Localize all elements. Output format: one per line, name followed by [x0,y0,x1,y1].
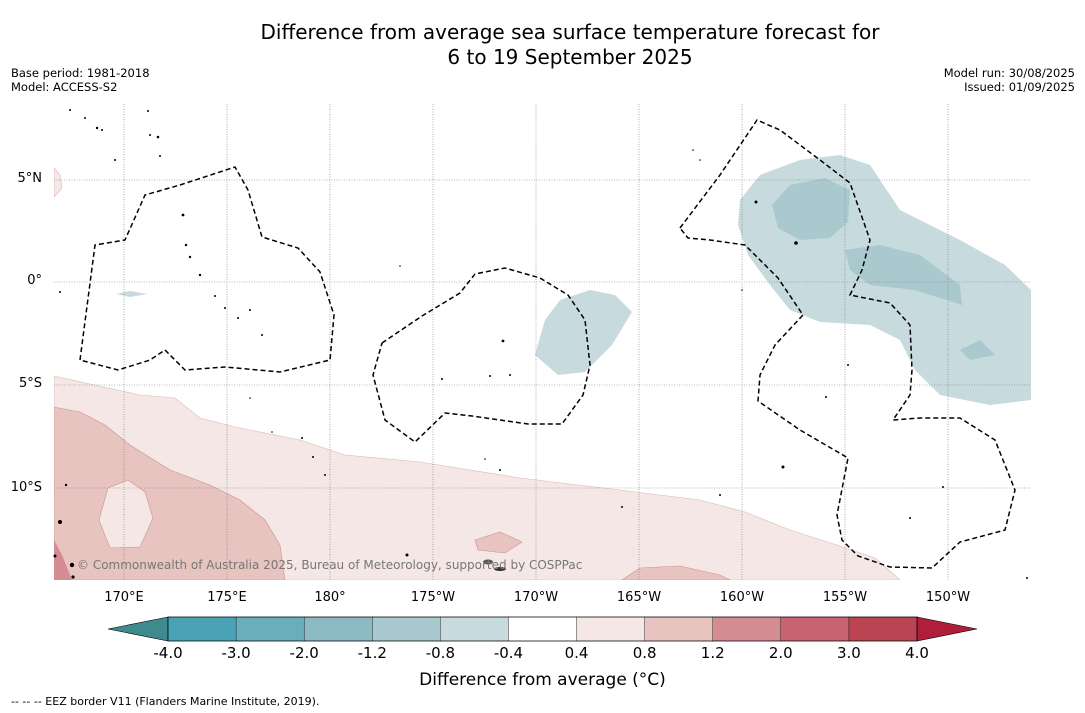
colorbar-cell [440,616,510,642]
model-run-text: Model run: 30/08/2025 [943,66,1075,80]
colorbar-cell [780,616,850,642]
eez-legend-footer: -- -- -- EEZ border V11 (Flanders Marine… [11,695,320,708]
issued-text: Issued: 01/09/2025 [964,80,1075,94]
base-period-text: Base period: 1981-2018 [11,66,150,80]
meta-right: Model run: 30/08/2025 Issued: 01/09/2025 [944,66,1075,94]
colorbar-tick-label: -2.0 [289,644,319,662]
islands [53,109,1028,579]
lat-label-5s: 5°S [18,376,42,391]
warm-patch-bottom [621,565,731,580]
colorbar-cell [644,616,714,642]
colorbar-cell [372,616,442,642]
colorbar-tick-label: -4.0 [153,644,183,662]
lon-label-170e: 170°E [104,590,144,605]
colorbar-cell [235,616,305,642]
lon-label-155w: 155°W [822,590,868,605]
lat-label-10s: 10°S [10,480,42,495]
gridlines [54,104,1031,580]
warm-patch-inner [98,479,154,549]
lon-label-180: 180° [314,590,346,605]
warm-edge-topleft [54,167,63,198]
cool-core-mid [845,245,962,305]
copyright-notice: © Commonwealth of Australia 2025, Bureau… [77,558,583,572]
title-line-1: Difference from average sea surface temp… [260,20,880,44]
colorbar-cell [167,616,237,642]
cool-core-small [960,340,995,360]
warm-anomaly-strong [54,540,72,580]
lat-label-5n: 5°N [17,171,43,186]
warm-patch-small [474,531,523,554]
colorbar-tick-label: 0.4 [564,644,589,662]
colorbar-title: Difference from average (°C) [419,670,666,690]
lon-label-175e: 175°E [207,590,247,605]
eez-kiribati-phoenix [372,267,591,443]
colorbar-tick-label: -3.0 [221,644,251,662]
title-line-2: 6 to 19 September 2025 [447,45,693,69]
eez-kiribati-line [679,119,1016,569]
lon-label-165w: 165°W [616,590,662,605]
colorbar-tick-label: -1.2 [357,644,387,662]
colorbar-low-extend [107,616,169,642]
model-text: Model: ACCESS-S2 [11,80,118,94]
colorbar-cell [848,616,918,642]
colorbar-high-extend [916,616,978,642]
colorbar-tick-label: 2.0 [768,644,793,662]
colorbar-tick-label: 3.0 [836,644,861,662]
colorbar-tick-label: -0.4 [493,644,524,662]
meta-left: Base period: 1981-2018 Model: ACCESS-S2 [11,66,150,94]
lon-label-160w: 160°W [719,590,765,605]
colorbar-cell [712,616,782,642]
colorbar-tick-label: 0.8 [632,644,657,662]
lon-label-150w: 150°W [925,590,971,605]
lon-label-175w: 175°W [410,590,456,605]
chart-title: Difference from average sea surface temp… [0,20,1085,70]
colorbar-cell [508,616,578,642]
cool-core-north [772,178,850,240]
colorbar-cells [167,616,918,642]
colorbar-cell [303,616,373,642]
colorbar-tick-label: 4.0 [905,644,929,662]
eez-borders [79,119,1016,569]
map-fields [54,155,1031,580]
lon-label-170w: 170°W [513,590,559,605]
colorbar-cell [576,616,646,642]
colorbar-tick-label: -0.8 [425,644,455,662]
cool-anomaly-central [535,290,632,375]
eez-kiribati-gilbert [79,166,335,373]
lat-label-0: 0° [27,273,42,288]
colorbar-tick-label: 1.2 [700,644,725,662]
